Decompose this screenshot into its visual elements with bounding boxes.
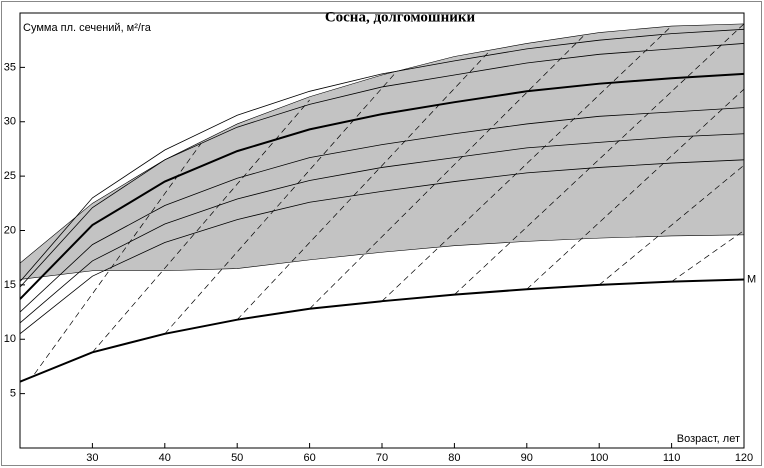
- y-tick-label: 20: [4, 224, 16, 236]
- dashed-line: [92, 99, 310, 353]
- curve: [20, 28, 744, 282]
- x-tick-label: 40: [159, 452, 171, 464]
- curve: [20, 107, 744, 313]
- dashed-line: [454, 23, 744, 295]
- curve: [20, 159, 744, 335]
- dashed-line: [671, 230, 744, 282]
- dashed-line: [236, 49, 491, 320]
- dashed-line: [598, 164, 744, 286]
- curve: [20, 72, 744, 300]
- dashed-line: [309, 34, 585, 310]
- x-tick-label: 90: [521, 452, 533, 464]
- curve: [20, 133, 744, 324]
- chart-title: Сосна, долгомошники: [325, 9, 476, 25]
- x-tick-label: 80: [448, 452, 460, 464]
- y-tick-label: 25: [4, 170, 16, 182]
- x-tick-label: 50: [231, 452, 243, 464]
- dashed-line: [381, 25, 672, 302]
- x-axis-label: Возраст, лет: [677, 433, 740, 445]
- plot-area: [20, 23, 744, 383]
- dashed-line: [34, 143, 202, 375]
- x-tick-label: 120: [735, 452, 753, 464]
- y-tick-label: 15: [4, 279, 16, 291]
- x-tick-label: 30: [86, 452, 98, 464]
- y-axis-label: Сумма пл. сечений, м²/га: [23, 22, 152, 34]
- dashed-line: [164, 71, 397, 335]
- x-tick-label: 100: [590, 452, 608, 464]
- y-tick-label: 35: [4, 61, 16, 73]
- curve: [20, 43, 744, 288]
- shaded-area: [20, 23, 744, 280]
- y-tick-label: 5: [10, 388, 16, 400]
- y-tick-label: 10: [4, 333, 16, 345]
- x-tick-label: 60: [303, 452, 315, 464]
- y-tick-label: 30: [4, 116, 16, 128]
- x-tick-label: 110: [663, 452, 681, 464]
- x-tick-label: 70: [376, 452, 388, 464]
- curve: [20, 278, 744, 383]
- series-label: M: [747, 273, 756, 285]
